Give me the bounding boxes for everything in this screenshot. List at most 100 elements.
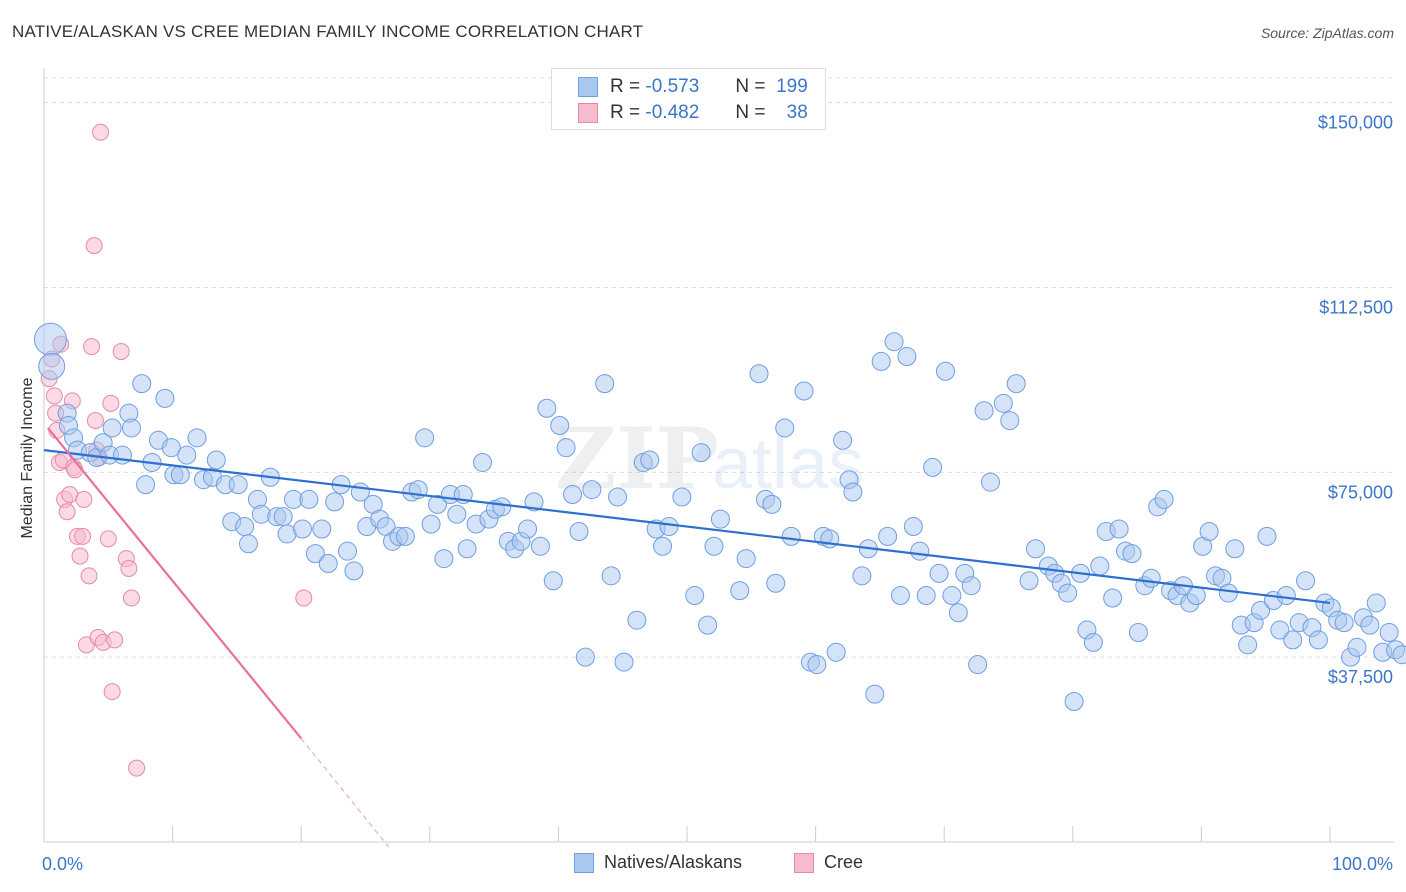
natives-trend-line bbox=[43, 449, 1331, 605]
natives-point bbox=[691, 443, 711, 463]
natives-point bbox=[878, 526, 898, 546]
cree-trend-extension bbox=[300, 738, 390, 848]
natives-point bbox=[556, 438, 576, 458]
natives-point bbox=[833, 430, 853, 450]
cree-trend-line bbox=[47, 427, 303, 740]
natives-point bbox=[884, 332, 904, 352]
natives-point bbox=[749, 364, 769, 384]
natives-point bbox=[968, 655, 988, 675]
natives-point bbox=[794, 381, 814, 401]
natives-point bbox=[395, 526, 415, 546]
natives-point bbox=[1141, 568, 1161, 588]
legend-item-natives[interactable]: Natives/Alaskans bbox=[574, 852, 742, 873]
natives-point bbox=[942, 586, 962, 606]
natives-point bbox=[1083, 632, 1103, 652]
natives-swatch bbox=[578, 77, 598, 97]
natives-point bbox=[1186, 586, 1206, 606]
natives-point bbox=[1251, 600, 1271, 620]
natives-point bbox=[910, 541, 930, 561]
cree-point bbox=[128, 759, 146, 777]
n-value: 38 bbox=[786, 102, 808, 123]
natives-point bbox=[415, 428, 435, 448]
natives-point bbox=[653, 536, 673, 556]
natives-point bbox=[102, 418, 122, 438]
cree-point bbox=[74, 527, 92, 545]
cree-legend-label: Cree bbox=[824, 852, 864, 872]
natives-point bbox=[781, 526, 801, 546]
trend-lines bbox=[43, 427, 1331, 848]
natives-point bbox=[698, 615, 718, 635]
grid-lines bbox=[44, 77, 1394, 658]
cree-point bbox=[66, 461, 84, 479]
natives-point bbox=[428, 494, 448, 514]
watermark: ZIP atlas bbox=[555, 409, 864, 508]
cree-point bbox=[83, 338, 101, 356]
natives-point bbox=[1257, 526, 1277, 546]
n-label: N = bbox=[735, 76, 766, 97]
natives-point bbox=[1103, 588, 1123, 608]
natives-point bbox=[537, 398, 557, 418]
natives-point bbox=[916, 586, 936, 606]
natives-legend-label: Natives/Alaskans bbox=[604, 852, 743, 872]
natives-point bbox=[923, 457, 943, 477]
cree-point bbox=[86, 412, 104, 430]
natives-point bbox=[312, 519, 332, 539]
natives-point bbox=[1225, 539, 1245, 559]
natives-point bbox=[447, 504, 467, 524]
natives-point bbox=[1360, 615, 1380, 635]
natives-points bbox=[33, 322, 1406, 712]
natives-point bbox=[865, 684, 885, 704]
natives-point bbox=[318, 554, 338, 574]
natives-point bbox=[826, 642, 846, 662]
cree-swatch bbox=[578, 103, 598, 123]
r-label: R = bbox=[610, 102, 641, 123]
r-value: -0.573 bbox=[645, 76, 700, 97]
r-label: R = bbox=[610, 76, 641, 97]
natives-point bbox=[1019, 571, 1039, 591]
x-tick-label-right: 100.0% bbox=[1332, 854, 1393, 874]
natives-point bbox=[563, 485, 583, 505]
natives-point bbox=[1006, 374, 1026, 394]
r-value: -0.482 bbox=[645, 102, 700, 123]
natives-point bbox=[614, 652, 634, 672]
tick-labels: $37,500 $75,000 $112,500 $150,000 0.0% 100.0% bbox=[42, 113, 1393, 874]
natives-point bbox=[569, 521, 589, 541]
natives-point bbox=[170, 465, 190, 485]
natives-point bbox=[710, 509, 730, 529]
cree-point bbox=[122, 589, 140, 607]
natives-point bbox=[1109, 519, 1129, 539]
chart-title: NATIVE/ALASKAN VS CREE MEDIAN FAMILY INC… bbox=[12, 22, 644, 41]
legend-item-cree[interactable]: Cree bbox=[794, 852, 863, 873]
cree-point bbox=[99, 530, 117, 548]
natives-point bbox=[206, 450, 226, 470]
cree-point bbox=[85, 237, 103, 255]
natives-point bbox=[228, 475, 248, 495]
legend-row-cree: R = -0.482 N = 38 bbox=[578, 100, 808, 126]
cree-point bbox=[112, 343, 130, 361]
natives-point bbox=[1128, 623, 1148, 643]
y-tick-label: $75,000 bbox=[1328, 482, 1393, 502]
natives-point bbox=[136, 475, 156, 495]
natives-point bbox=[762, 494, 782, 514]
natives-point bbox=[337, 541, 357, 561]
natives-point bbox=[273, 507, 293, 527]
natives-point bbox=[299, 489, 319, 509]
natives-point bbox=[582, 480, 602, 500]
natives-point bbox=[871, 351, 891, 371]
source-credit: Source: ZipAtlas.com bbox=[1260, 25, 1394, 41]
natives-point bbox=[457, 539, 477, 559]
natives-point bbox=[1000, 411, 1020, 431]
natives-point bbox=[903, 517, 923, 537]
natives-point bbox=[524, 492, 544, 512]
cree-point bbox=[80, 567, 98, 585]
natives-point bbox=[730, 581, 750, 601]
natives-point bbox=[1276, 586, 1296, 606]
cree-point bbox=[45, 387, 63, 405]
natives-point bbox=[518, 519, 538, 539]
x-tick-label-left: 0.0% bbox=[42, 854, 83, 874]
natives-point bbox=[1122, 544, 1142, 564]
cree-point bbox=[92, 123, 110, 141]
natives-point bbox=[161, 438, 181, 458]
natives-point bbox=[112, 445, 132, 465]
natives-point bbox=[704, 536, 724, 556]
